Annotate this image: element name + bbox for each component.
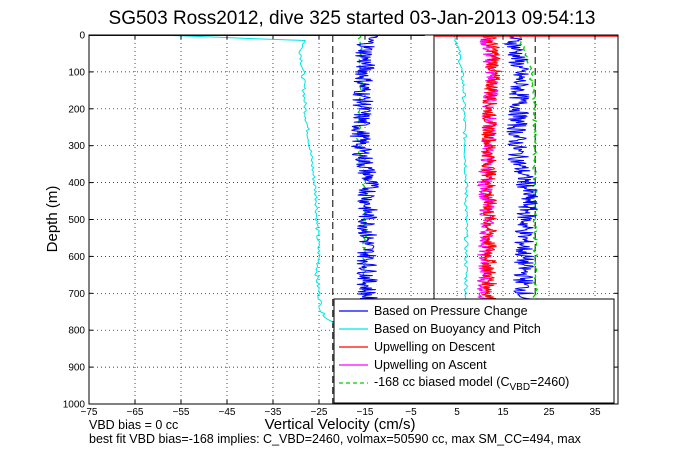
- x-tick-label: 35: [589, 407, 601, 418]
- legend-model-prefix: -168 cc biased model (C: [374, 375, 509, 389]
- legend-label-pressure: Based on Pressure Change: [374, 304, 528, 318]
- series-line-based-on-buoyancy-and-pitch-descent: [157, 34, 334, 324]
- y-tick-label: 200: [68, 104, 85, 115]
- legend-label-model: -168 cc biased model (CVBD=2460): [374, 375, 569, 393]
- legend: Based on Pressure Change Based on Buoyan…: [333, 298, 615, 404]
- x-tick-label: −35: [265, 407, 282, 418]
- y-tick-label: 100: [68, 67, 85, 78]
- y-tick-label: 1000: [63, 400, 86, 411]
- x-tick-label: 15: [497, 407, 509, 418]
- x-tick-label: −15: [357, 407, 374, 418]
- chart-title: SG503 Ross2012, dive 325 started 03-Jan-…: [109, 8, 596, 29]
- vbd-bias-note: VBD bias = 0 cc: [89, 418, 179, 432]
- legend-label-ascent: Upwelling on Ascent: [374, 358, 487, 372]
- x-tick-label: −65: [127, 407, 144, 418]
- x-axis-label: Vertical Velocity (cm/s): [265, 416, 416, 433]
- best-fit-note: best fit VBD bias=-168 implies: C_VBD=24…: [89, 432, 581, 446]
- axis-ticks: −75 −65 −55 −45 −35 −25 −15 −5 5 15 25 350100200300…: [63, 31, 618, 418]
- y-tick-label: 0: [79, 31, 85, 42]
- series-line-based-on-pressure-change-descent: [349, 34, 379, 324]
- x-tick-label: −75: [81, 407, 98, 418]
- y-tick-label: 300: [68, 141, 85, 152]
- y-axis-label: Depth (m): [44, 186, 61, 253]
- x-tick-label: −5: [405, 407, 417, 418]
- x-tick-label: 5: [454, 407, 460, 418]
- data-series: [89, 34, 618, 324]
- x-tick-label: −25: [311, 407, 328, 418]
- x-tick-label: 25: [543, 407, 555, 418]
- legend-label-descent: Upwelling on Descent: [374, 340, 495, 354]
- y-tick-label: 500: [68, 215, 85, 226]
- legend-model-suffix: =2460): [530, 375, 569, 389]
- y-tick-label: 900: [68, 363, 85, 374]
- legend-label-buoyancy: Based on Buoyancy and Pitch: [374, 322, 541, 336]
- y-tick-label: 600: [68, 252, 85, 263]
- series-line-168-cc-biased-model-ascent: [517, 34, 539, 324]
- legend-box: [333, 298, 615, 404]
- x-tick-label: −55: [173, 407, 190, 418]
- y-tick-label: 700: [68, 289, 85, 300]
- series-line-based-on-buoyancy-and-pitch-ascent: [452, 34, 469, 324]
- y-tick-label: 800: [68, 326, 85, 337]
- series-line-based-on-pressure-change-ascent: [503, 34, 539, 324]
- series-line-upwelling-on-descent: [481, 34, 502, 324]
- x-tick-label: −45: [219, 407, 236, 418]
- legend-model-subscript: VBD: [509, 382, 530, 393]
- y-tick-label: 400: [68, 178, 85, 189]
